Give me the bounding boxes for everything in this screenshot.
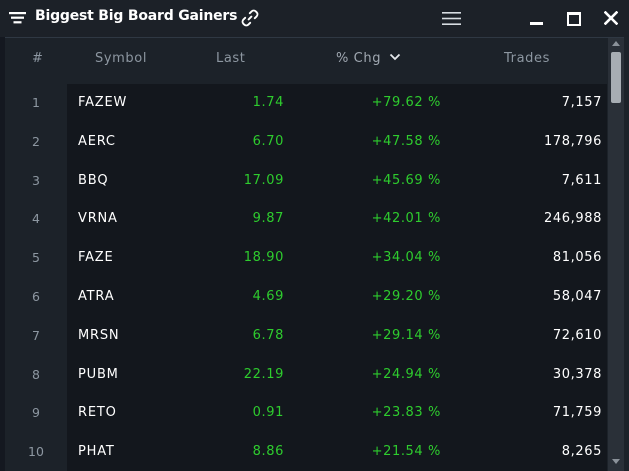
table-row[interactable]: 3 BBQ 17.09 +45.69 % 7,611 [0,162,608,201]
row-percent-change: +24.94 % [371,366,441,382]
row-trades: 72,610 [552,327,602,343]
table-row[interactable]: 9 RETO 0.91 +23.83 % 71,759 [0,394,608,433]
row-last-price: 8.86 [252,444,284,460]
row-symbol: MRSN [78,327,120,343]
row-trades: 58,047 [552,289,602,304]
row-trades: 8,265 [561,444,602,460]
row-last-price: 17.09 [243,172,284,188]
row-last-price: 4.69 [252,289,284,304]
row-last-price: 0.91 [252,405,284,421]
table-row[interactable]: 6 ATRA 4.69 +29.20 % 58,047 [0,278,608,317]
left-border [0,37,5,471]
row-symbol: FAZEW [78,95,128,110]
column-header-last[interactable]: Last [216,51,246,66]
column-header-percent-change[interactable]: % Chg [336,51,382,66]
row-rank: 7 [32,327,40,343]
row-percent-change: +47.58 % [371,133,441,149]
row-symbol: FAZE [78,250,114,266]
row-trades: 246,988 [544,211,602,227]
right-border [624,37,629,471]
row-trades: 7,611 [561,172,602,188]
row-symbol: BBQ [78,172,109,188]
close-icon[interactable] [604,11,618,25]
row-percent-change: +21.54 % [371,444,441,460]
row-last-price: 22.19 [243,366,284,382]
row-last-price: 9.87 [252,211,284,227]
row-rank: 4 [32,211,40,227]
row-symbol: PHAT [78,444,115,460]
table-row[interactable]: 8 PUBM 22.19 +24.94 % 30,378 [0,356,608,395]
row-trades: 71,759 [552,405,602,421]
scroll-down-arrow-icon[interactable] [612,459,620,464]
table-row[interactable]: 7 MRSN 6.78 +29.14 % 72,610 [0,317,608,356]
row-percent-change: +23.83 % [371,405,441,421]
chevron-down-icon[interactable] [389,52,401,62]
filter-list-icon[interactable] [9,12,26,24]
table-row[interactable]: 1 FAZEW 1.74 +79.62 % 7,157 [0,84,608,123]
table-row[interactable]: 10 PHAT 8.86 +21.54 % 8,265 [0,433,608,471]
row-rank: 1 [32,95,40,110]
table-row[interactable]: 5 FAZE 18.90 +34.04 % 81,056 [0,239,608,278]
row-percent-change: +29.20 % [371,289,441,304]
table-row[interactable]: 4 VRNA 9.87 +42.01 % 246,988 [0,200,608,239]
row-trades: 7,157 [561,95,602,110]
row-rank: 2 [32,133,40,149]
row-rank: 10 [28,444,44,460]
row-symbol: RETO [78,405,117,421]
minimize-icon[interactable] [530,22,543,25]
column-header-rank[interactable]: # [32,51,44,66]
row-symbol: ATRA [78,289,115,304]
link-chain-icon[interactable] [240,8,260,28]
row-symbol: AERC [78,133,116,149]
scroll-up-arrow-icon[interactable] [612,41,620,46]
maximize-icon[interactable] [567,12,581,26]
window-title: Biggest Big Board Gainers [35,8,238,24]
row-trades: 178,796 [544,133,602,149]
row-last-price: 1.74 [252,95,284,110]
column-header-symbol[interactable]: Symbol [95,51,148,66]
table-row[interactable]: 2 AERC 6.70 +47.58 % 178,796 [0,123,608,162]
row-rank: 5 [32,250,40,266]
column-header-trades[interactable]: Trades [504,51,550,66]
table-header: # Symbol Last % Chg Trades [0,38,608,82]
row-last-price: 6.70 [252,133,284,149]
row-percent-change: +45.69 % [371,172,441,188]
row-percent-change: +29.14 % [371,327,441,343]
title-bar[interactable]: Biggest Big Board Gainers [0,0,629,37]
row-percent-change: +34.04 % [371,250,441,266]
row-trades: 30,378 [552,366,602,382]
row-symbol: VRNA [78,211,118,227]
row-percent-change: +42.01 % [371,211,441,227]
row-symbol: PUBM [78,366,119,382]
row-last-price: 6.78 [252,327,284,343]
row-rank: 8 [32,366,40,382]
row-rank: 9 [32,405,40,421]
vertical-scrollbar[interactable] [608,38,624,471]
row-trades: 81,056 [552,250,602,266]
hamburger-menu-icon[interactable] [442,12,461,25]
row-last-price: 18.90 [243,250,284,266]
rows-background [67,84,607,471]
row-rank: 6 [32,289,40,304]
row-percent-change: +79.62 % [371,95,441,110]
scrollbar-thumb[interactable] [611,52,621,103]
row-rank: 3 [32,172,40,188]
